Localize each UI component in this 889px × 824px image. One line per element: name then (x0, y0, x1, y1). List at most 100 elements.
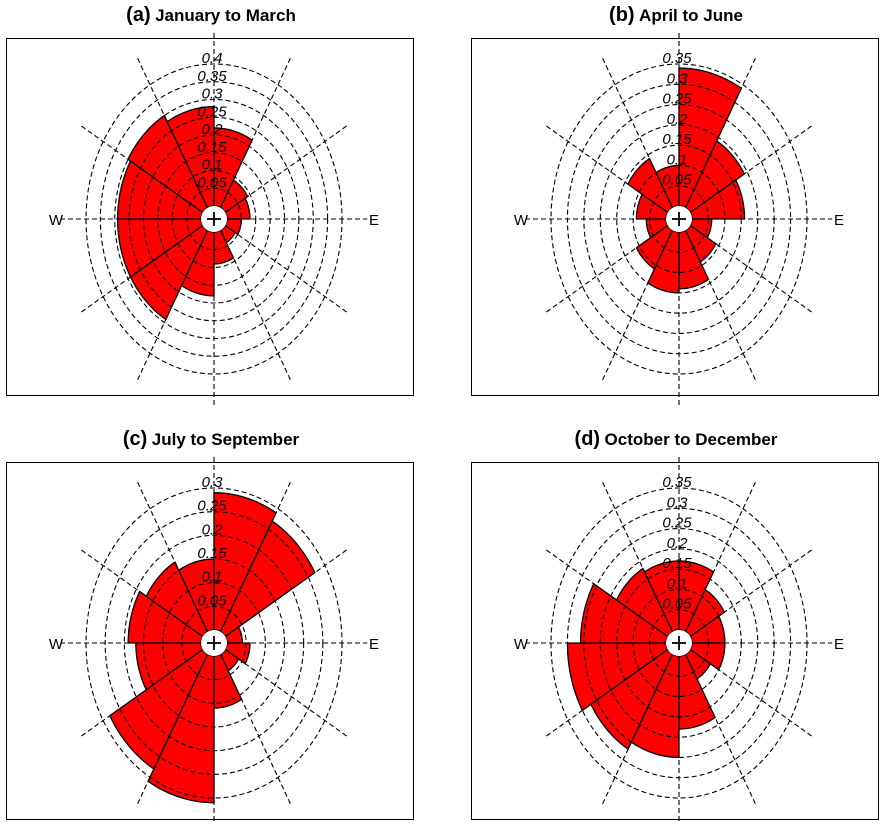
grid-spoke (601, 57, 673, 208)
ring-labels: 0.05 0.1 0.15 0.2 0.25 0.3 0.35 (662, 474, 692, 613)
rose-chart-d: 0.05 0.1 0.15 0.2 0.25 0.3 0.35 W E (514, 456, 844, 824)
panel-a: (a) January to March 0.05 0.1 0.15 0.2 0.25 0… (6, 0, 416, 406)
rose-chart-c: 0.05 0.1 0.15 0.2 0.25 0.3 W E (49, 456, 379, 824)
ring-label: 0.15 (662, 555, 692, 572)
grid-spoke (224, 549, 348, 637)
grid-spoke (224, 225, 348, 313)
panel-title: (d) October to December (471, 424, 881, 454)
ring-label: 0.2 (202, 521, 224, 538)
panel-title-text: October to December (604, 430, 778, 449)
grid-spoke (601, 230, 673, 381)
direction-label-west: W (514, 636, 529, 653)
rose-chart-a: 0.050.10.150.20.250.30.350.4 W E (49, 32, 379, 406)
grid-spokes (60, 456, 368, 824)
grid-spoke (80, 225, 204, 313)
ring-label: 0.25 (197, 103, 227, 120)
ring-label: 0.2 (667, 535, 689, 552)
grid-spoke (220, 481, 292, 632)
ring-label: 0.15 (197, 139, 227, 156)
panel-letter: (b) (609, 4, 635, 26)
ring-label: 0.15 (197, 545, 227, 562)
grid-spoke (689, 125, 813, 213)
grid-spoke (601, 481, 673, 632)
grid-spoke (545, 649, 669, 737)
direction-label-east: E (369, 212, 379, 229)
ring-label: 0.3 (202, 474, 224, 491)
grid-spoke (80, 125, 204, 213)
grid-spoke (224, 125, 348, 213)
panel-title: (a) January to March (6, 0, 416, 30)
direction-label-west: W (514, 212, 529, 229)
grid-spoke (224, 649, 348, 737)
grid-spoke (689, 549, 813, 637)
ring-label: 0.3 (667, 70, 689, 87)
panel-letter: (d) (574, 428, 601, 450)
ring-label: 0.35 (197, 68, 227, 85)
panel-c: (c) July to September 0.05 0.1 0.15 0.2 0.25… (6, 424, 416, 824)
grid-spokes (60, 32, 368, 406)
grid-spoke (136, 654, 208, 805)
grid-spoke (220, 230, 292, 381)
grid-spoke (220, 654, 292, 805)
grid-spoke (545, 125, 669, 213)
panel-letter: (c) (122, 428, 148, 450)
sector-bars (627, 67, 746, 294)
panel-title: (c) July to September (6, 424, 416, 454)
ring-label: 0.1 (667, 151, 688, 168)
direction-label-east: E (369, 636, 379, 653)
grid-spoke (136, 481, 208, 632)
grid-spoke (685, 57, 757, 208)
grid-spoke (136, 57, 208, 208)
grid-spokes (525, 32, 833, 406)
grid-spoke (689, 649, 813, 737)
sector-bars (108, 492, 316, 804)
grid-spoke (80, 649, 204, 737)
ring-labels: 0.05 0.1 0.15 0.2 0.25 0.3 0.35 (662, 50, 692, 189)
grid-spoke (685, 654, 757, 805)
direction-label-west: W (49, 636, 64, 653)
ring-label: 0.05 (662, 596, 692, 613)
grid-spoke (545, 225, 669, 313)
ring-labels: 0.050.10.150.20.250.30.350.4 (197, 50, 227, 191)
panel-title-text: January to March (155, 6, 296, 25)
ring-label: 0.1 (667, 575, 688, 592)
ring-label: 0.35 (662, 474, 692, 491)
panel-title-text: July to September (151, 430, 300, 449)
panel-title: (b) April to June (471, 0, 881, 30)
grid-spoke (689, 225, 813, 313)
panel-b: (b) April to June 0.05 0.1 0.15 0.2 0.25 0.3 0… (471, 0, 881, 406)
rose-chart-b: 0.05 0.1 0.15 0.2 0.25 0.3 0.35 W E (514, 32, 844, 406)
ring-label: 0.3 (202, 86, 224, 103)
sector-bars (116, 105, 253, 321)
panel-d: (d) October to December 0.05 0.1 0.15 0.2 0.… (471, 424, 881, 824)
direction-label-east: E (834, 212, 844, 229)
ring-label: 0.1 (202, 569, 223, 586)
grid-ring (162, 582, 266, 704)
grid-spoke (220, 57, 292, 208)
direction-label-east: E (834, 636, 844, 653)
grid-spoke (80, 549, 204, 637)
grid-spoke (685, 481, 757, 632)
ring-labels: 0.05 0.1 0.15 0.2 0.25 0.3 (197, 474, 227, 609)
ring-label: 0.3 (667, 494, 689, 511)
ring-label: 0.35 (662, 50, 692, 67)
direction-label-west: W (49, 212, 64, 229)
grid-ring (104, 511, 324, 775)
ring-label: 0.1 (202, 157, 223, 174)
ring-label: 0.4 (202, 50, 223, 67)
grid-spoke (685, 230, 757, 381)
ring-label: 0.2 (667, 111, 689, 128)
panel-title-text: April to June (639, 6, 743, 25)
grid-spokes (525, 456, 833, 824)
ring-label: 0.15 (662, 131, 692, 148)
grid-spoke (545, 549, 669, 637)
ring-label: 0.2 (202, 121, 224, 138)
ring-label: 0.05 (662, 172, 692, 189)
panel-letter: (a) (126, 4, 151, 26)
ring-label: 0.05 (197, 592, 227, 609)
ring-label: 0.25 (662, 515, 692, 532)
ring-label: 0.05 (197, 174, 227, 191)
grid-spoke (601, 654, 673, 805)
grid-spoke (136, 230, 208, 381)
ring-label: 0.25 (662, 91, 692, 108)
